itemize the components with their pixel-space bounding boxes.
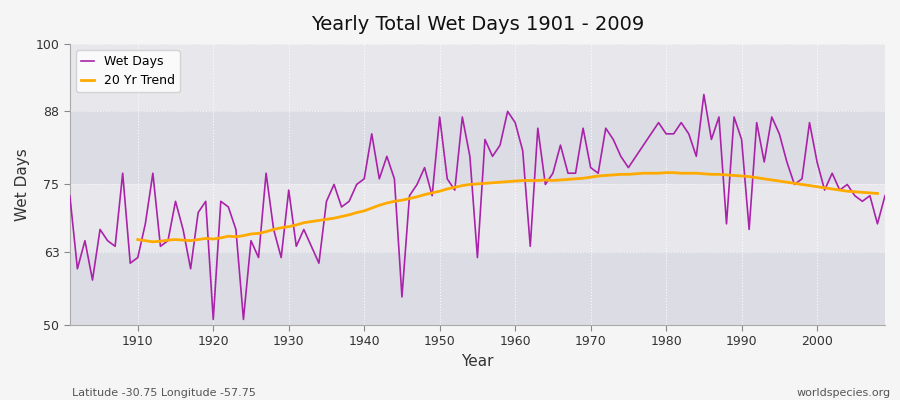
- Line: Wet Days: Wet Days: [70, 94, 885, 320]
- Bar: [70, 44, 885, 111]
- 20 Yr Trend: [872, 191, 883, 196]
- Legend: Wet Days, 20 Yr Trend: Wet Days, 20 Yr Trend: [76, 50, 180, 92]
- Y-axis label: Wet Days: Wet Days: [15, 148, 30, 221]
- 20 Yr Trend: [313, 218, 324, 223]
- Wet Days: [509, 120, 520, 125]
- X-axis label: Year: Year: [461, 354, 494, 369]
- Wet Days: [518, 148, 528, 153]
- Wet Days: [879, 193, 890, 198]
- 20 Yr Trend: [661, 170, 671, 175]
- Wet Days: [344, 199, 355, 204]
- Wet Days: [65, 193, 76, 198]
- 20 Yr Trend: [366, 206, 377, 210]
- 20 Yr Trend: [132, 237, 143, 242]
- Wet Days: [698, 92, 709, 97]
- Bar: [70, 111, 885, 184]
- 20 Yr Trend: [509, 179, 520, 184]
- Wet Days: [608, 137, 618, 142]
- Bar: [70, 252, 885, 325]
- 20 Yr Trend: [729, 173, 740, 178]
- 20 Yr Trend: [533, 178, 544, 183]
- Bar: [70, 184, 885, 252]
- Wet Days: [299, 227, 310, 232]
- Title: Yearly Total Wet Days 1901 - 2009: Yearly Total Wet Days 1901 - 2009: [310, 15, 644, 34]
- Text: Latitude -30.75 Longitude -57.75: Latitude -30.75 Longitude -57.75: [72, 388, 256, 398]
- Line: 20 Yr Trend: 20 Yr Trend: [138, 173, 878, 242]
- 20 Yr Trend: [148, 240, 158, 244]
- Wet Days: [208, 317, 219, 322]
- Wet Days: [125, 261, 136, 266]
- Text: worldspecies.org: worldspecies.org: [796, 388, 891, 398]
- 20 Yr Trend: [337, 214, 347, 219]
